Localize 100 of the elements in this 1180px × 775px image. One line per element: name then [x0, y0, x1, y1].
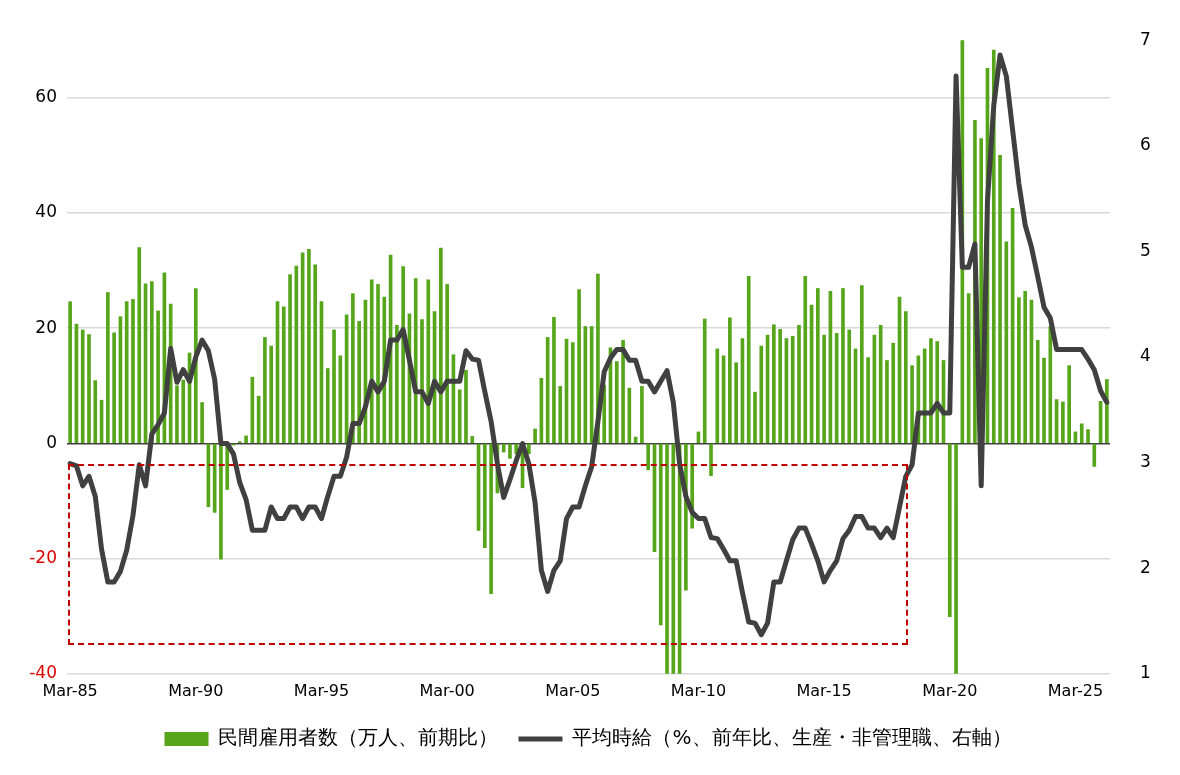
bar: [790, 335, 795, 443]
bar: [646, 443, 651, 471]
y-tick-label: 0: [46, 431, 57, 452]
bar: [935, 341, 940, 443]
bar: [1017, 297, 1021, 443]
bar: [338, 355, 343, 443]
x-tick-label: Mar-00: [419, 680, 475, 700]
bar: [395, 324, 399, 443]
bar: [376, 284, 380, 443]
bar: [929, 338, 933, 443]
bar: [671, 443, 676, 674]
bar: [288, 274, 292, 443]
bar: [621, 339, 625, 443]
bar: [772, 324, 776, 443]
bar: [181, 379, 186, 443]
bar: [137, 247, 142, 443]
bar: [728, 317, 732, 443]
bar: [841, 288, 845, 443]
bar: [156, 310, 160, 443]
x-tick-label: Mar-15: [796, 680, 852, 700]
bar: [1042, 357, 1046, 443]
x-tick-label: Mar-90: [168, 680, 224, 700]
bar: [803, 276, 808, 443]
bar: [369, 279, 374, 443]
bar: [200, 402, 204, 443]
bar: [175, 385, 179, 443]
bar: [954, 443, 958, 674]
y-tick-label: 20: [35, 316, 57, 337]
bar: [709, 443, 713, 476]
x-tick-label: Mar-25: [1047, 680, 1104, 700]
bar: [552, 316, 556, 443]
bar: [124, 301, 129, 443]
bar: [1067, 365, 1071, 443]
bar: [847, 329, 852, 443]
bar: [947, 443, 952, 618]
bar: [746, 276, 751, 443]
y2-tick-label: 4: [1140, 345, 1151, 366]
y2-tick-label: 1: [1140, 662, 1151, 683]
x-tick-label: Mar-95: [293, 680, 350, 700]
bar: [1004, 241, 1009, 443]
bar: [998, 155, 1002, 443]
bar: [313, 264, 318, 443]
bar: [80, 329, 85, 443]
bar: [753, 391, 757, 443]
bar: [702, 318, 707, 443]
bar: [464, 369, 468, 443]
bar: [1061, 401, 1065, 443]
bar: [508, 443, 512, 459]
y2-tick-label: 3: [1140, 451, 1151, 472]
bar: [640, 386, 644, 443]
bar: [357, 320, 361, 443]
bar: [1086, 429, 1090, 443]
bar: [269, 345, 274, 443]
bar: [866, 357, 870, 443]
bar: [797, 324, 801, 443]
bar: [658, 443, 663, 626]
bar: [614, 361, 619, 443]
bar: [131, 299, 135, 443]
bar: [558, 386, 563, 443]
y-tick-label: 40: [35, 201, 57, 222]
bar: [281, 306, 286, 443]
bar: [87, 334, 91, 443]
bar: [1023, 291, 1028, 443]
bar: [332, 329, 336, 443]
bar: [834, 333, 839, 443]
bar: [577, 289, 581, 443]
bar: [93, 380, 98, 443]
bar: [413, 278, 418, 443]
bar: [1092, 443, 1097, 467]
bar: [910, 365, 914, 443]
y2-tick-label: 7: [1140, 28, 1151, 49]
y2-tick-label: 5: [1140, 239, 1151, 260]
bar: [244, 435, 248, 443]
y2-tick-label: 6: [1140, 134, 1151, 155]
bar: [570, 342, 575, 443]
y-tick-label: 60: [35, 86, 57, 107]
x-tick-label: Mar-20: [922, 680, 978, 700]
bar: [225, 443, 230, 490]
bar: [307, 248, 311, 443]
bar: [903, 311, 908, 443]
bar: [526, 443, 531, 455]
bar: [734, 362, 738, 443]
bar: [859, 285, 864, 443]
bar: [885, 360, 889, 443]
bar: [715, 348, 720, 443]
bar: [420, 319, 424, 443]
bar: [325, 368, 330, 443]
bar: [533, 428, 537, 443]
bar: [501, 443, 506, 453]
y-tick-label: -20: [29, 547, 57, 568]
bar: [445, 284, 449, 443]
bar: [483, 443, 487, 548]
bar: [68, 301, 72, 443]
bar: [759, 345, 764, 443]
y-tick-label: -40: [29, 662, 57, 683]
x-tick-label: Mar-05: [545, 680, 601, 700]
bar: [891, 342, 896, 443]
bar: [426, 279, 431, 443]
bar: [1048, 326, 1053, 443]
legend-label: 民間雇用者数（万人、前期比）: [218, 725, 499, 750]
